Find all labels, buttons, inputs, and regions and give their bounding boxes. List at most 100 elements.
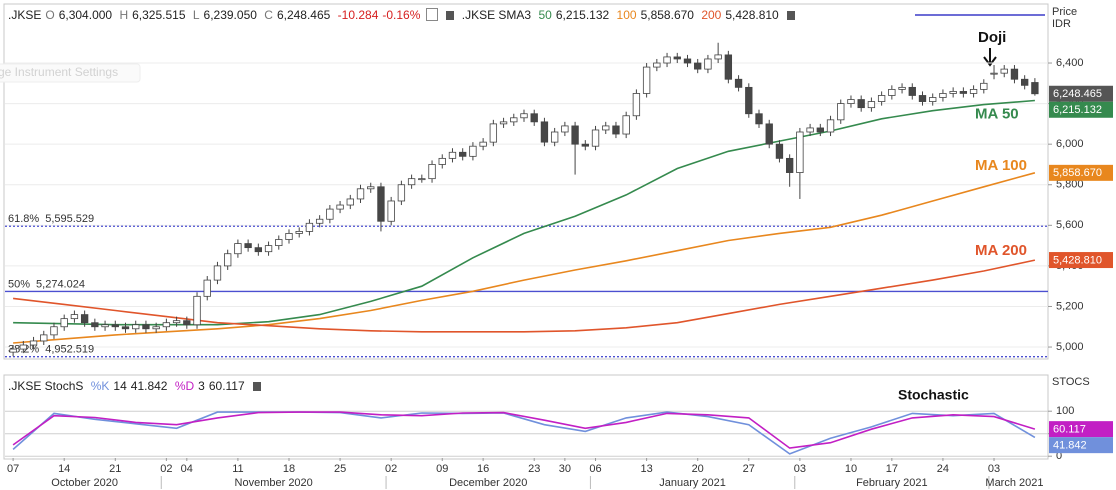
month-label: October 2020 xyxy=(51,477,118,489)
price-tag xyxy=(1049,85,1113,102)
y-tick-label: 6,400 xyxy=(1056,57,1084,69)
key: L xyxy=(192,8,200,22)
candle-body xyxy=(377,186,385,222)
candle-body xyxy=(510,117,518,123)
y-tick-label: 6,000 xyxy=(1056,138,1084,150)
x-tick-label: 10 xyxy=(845,463,857,475)
candle-body xyxy=(653,62,661,68)
period: 3 xyxy=(198,379,205,393)
line-label: MA 200 xyxy=(975,242,1027,259)
month-label: December 2020 xyxy=(449,477,527,489)
candle-body xyxy=(152,326,160,330)
candle-body xyxy=(826,119,835,133)
candle-body xyxy=(530,113,538,123)
change-pct: -0.16% xyxy=(382,8,421,22)
candle-body xyxy=(622,115,630,135)
price-tag xyxy=(1049,164,1113,181)
candle-body xyxy=(346,198,354,206)
x-tick-label: 18 xyxy=(283,463,295,475)
y-tick-label: 5,200 xyxy=(1056,300,1084,312)
candle-body xyxy=(581,143,589,147)
x-tick-label: 24 xyxy=(937,463,949,475)
x-tick-label: 11 xyxy=(232,463,243,475)
candle-body xyxy=(336,204,344,210)
x-tick-label: 13 xyxy=(640,463,652,475)
candle-body xyxy=(132,324,140,330)
value: 6,325.515 xyxy=(132,8,186,22)
x-tick-label: 02 xyxy=(160,463,172,475)
fib-name: 50% xyxy=(8,278,30,290)
line-label: MA 50 xyxy=(975,105,1019,122)
delete-icon[interactable] xyxy=(252,382,261,391)
candle-body xyxy=(663,56,671,64)
candle-body xyxy=(428,164,436,180)
candle-body xyxy=(315,218,324,224)
candle-body xyxy=(867,101,876,109)
candle-body xyxy=(499,121,508,125)
period: 100 xyxy=(616,8,637,22)
candle-body xyxy=(745,86,753,115)
candle-body xyxy=(172,320,181,324)
candle-body xyxy=(775,143,784,159)
candle-body xyxy=(9,348,17,353)
delete-icon[interactable] xyxy=(786,11,795,20)
x-tick-label: 17 xyxy=(886,463,898,475)
price-tag-label: 60.117 xyxy=(1053,424,1086,436)
key: H xyxy=(119,8,129,22)
candle-body xyxy=(612,125,620,135)
candle-body xyxy=(785,157,794,173)
y-tick-label: 0 xyxy=(1056,450,1062,462)
candle-body xyxy=(929,97,937,102)
price-tag xyxy=(1049,101,1113,118)
key: %K xyxy=(90,379,110,393)
price-tag xyxy=(1049,421,1113,438)
y-tick-label: 100 xyxy=(1056,405,1074,417)
price-tag xyxy=(1049,252,1113,269)
x-tick-label: 07 xyxy=(7,463,19,475)
candle-body xyxy=(91,322,99,328)
y-tick-label: 5,800 xyxy=(1056,179,1084,191)
main-panel xyxy=(3,3,1049,360)
axis-label: Price xyxy=(1052,6,1077,18)
candle-body xyxy=(673,56,681,60)
candle-body xyxy=(1010,68,1019,80)
key: O xyxy=(45,8,55,22)
month-label: March 2021 xyxy=(985,477,1043,489)
x-tick-label: 09 xyxy=(436,463,448,475)
month-label: November 2020 xyxy=(235,477,313,489)
candle-body xyxy=(60,318,68,328)
candle-body xyxy=(806,127,814,133)
price-tag-label: 5,428.810 xyxy=(1053,254,1102,266)
candle-body xyxy=(550,131,559,143)
x-tick-label: 14 xyxy=(58,463,70,475)
watermark: ge Instrument Settings xyxy=(0,65,118,79)
fib-name: 61.8% xyxy=(8,213,39,225)
dropdown[interactable] xyxy=(426,8,439,21)
x-tick-label: 21 xyxy=(109,463,121,475)
line xyxy=(13,259,1036,333)
candle-body xyxy=(816,127,824,133)
symbol: .JKSE xyxy=(8,8,42,22)
study: .JKSE StochS xyxy=(8,379,84,393)
candle-body xyxy=(142,324,150,330)
value: 5,858.670 xyxy=(640,8,694,22)
value: 6,248.465 xyxy=(276,8,331,22)
candle-body xyxy=(183,320,191,326)
candle-body xyxy=(326,208,334,220)
candle-body xyxy=(969,88,978,94)
candle-body xyxy=(244,243,252,249)
delete-icon[interactable] xyxy=(446,11,455,20)
candle-body xyxy=(438,157,446,165)
price-tag-label: 6,215.132 xyxy=(1053,104,1102,116)
annotation: Stochastic xyxy=(898,387,969,403)
line xyxy=(13,172,1036,344)
month-label: January 2021 xyxy=(659,477,726,489)
x-tick-label: 02 xyxy=(385,463,397,475)
price-tag-label: 6,248.465 xyxy=(1053,88,1102,100)
candle-body xyxy=(70,314,79,320)
x-tick-label: 25 xyxy=(334,463,346,475)
candle-body xyxy=(898,86,906,90)
period: 50 xyxy=(538,8,552,22)
price-tag-label: 41.842 xyxy=(1053,440,1087,452)
